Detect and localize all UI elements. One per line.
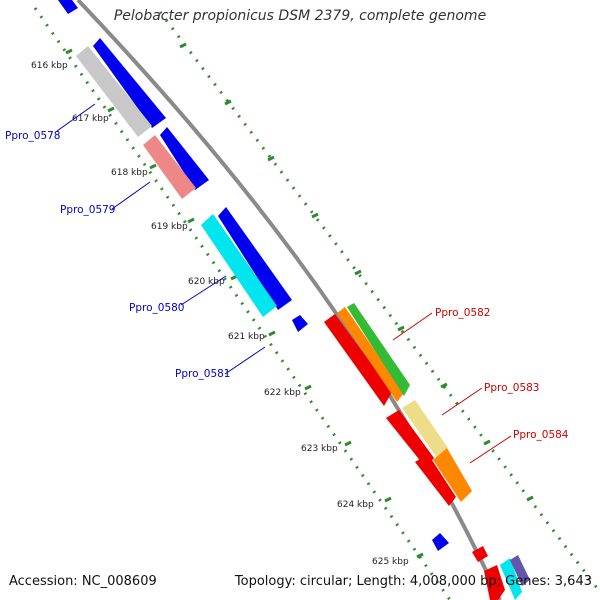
gene-label-Ppro_0579: Ppro_0579 (60, 204, 115, 216)
tick-label: 619 kbp (151, 222, 188, 232)
outer-tick-ruler (158, 11, 600, 593)
reverse-strand-genes (58, 0, 449, 551)
gene-arrow (93, 38, 166, 128)
tick-label: 621 kbp (228, 332, 265, 342)
gene-arrow-Ppro_0583 (386, 410, 434, 468)
tick-label: 622 kbp (264, 388, 301, 398)
topology-label: Topology: circular; Length: 4,008,000 bp… (234, 574, 592, 589)
outer-major-ticks (179, 42, 534, 502)
gene-arrow (324, 314, 392, 406)
gene-label-Ppro_0584: Ppro_0584 (513, 429, 569, 441)
gene-arrow (484, 565, 505, 600)
gene-arrow-Ppro_0582 (347, 303, 410, 396)
gene-label-Ppro_0580: Ppro_0580 (129, 302, 184, 314)
gene-arrow (432, 533, 449, 551)
gene-arrow (472, 546, 488, 562)
tick-label: 623 kbp (301, 444, 338, 454)
gene-arrow-Ppro_0580 (201, 214, 277, 317)
map-title: Pelobacter propionicus DSM 2379, complet… (113, 8, 487, 24)
gene-labels[interactable]: Ppro_0578 Ppro_0579 Ppro_0580 Ppro_0581 … (5, 130, 569, 441)
gene-arrow-Ppro_0578 (76, 46, 152, 137)
gene-label-Ppro_0581: Ppro_0581 (175, 368, 230, 380)
gene-arrow (500, 558, 522, 600)
gene-arrow-Ppro_0584 (433, 448, 472, 502)
gene-arrow (58, 0, 78, 14)
tick-label: 625 kbp (372, 557, 409, 567)
tick-label: 624 kbp (337, 500, 374, 510)
gene-arrow (218, 207, 292, 310)
tick-label: 616 kbp (31, 61, 68, 71)
gene-arrow (510, 555, 530, 586)
inner-tick-ruler (33, 7, 452, 600)
gene-arrow-Ppro_0581 (292, 315, 308, 332)
gene-arrow (402, 400, 448, 458)
tick-labels: 616 kbp 617 kbp 618 kbp 619 kbp 620 kbp … (31, 61, 409, 567)
gene-arrow (160, 127, 209, 190)
gene-arrow (337, 307, 404, 402)
tick-label: 618 kbp (111, 168, 148, 178)
gene-label-Ppro_0578: Ppro_0578 (5, 130, 60, 142)
tick-label: 617 kbp (72, 114, 109, 124)
gene-arrow (415, 454, 456, 506)
accession-label: Accession: NC_008609 (9, 574, 157, 589)
forward-strand-genes (324, 303, 530, 600)
gene-label-Ppro_0583: Ppro_0583 (484, 382, 539, 394)
inner-major-ticks (65, 48, 424, 559)
gene-arrow-Ppro_0579 (143, 135, 196, 199)
gene-label-Ppro_0582: Ppro_0582 (435, 307, 490, 319)
label-leaders (56, 103, 512, 464)
tick-label: 620 kbp (188, 277, 225, 287)
